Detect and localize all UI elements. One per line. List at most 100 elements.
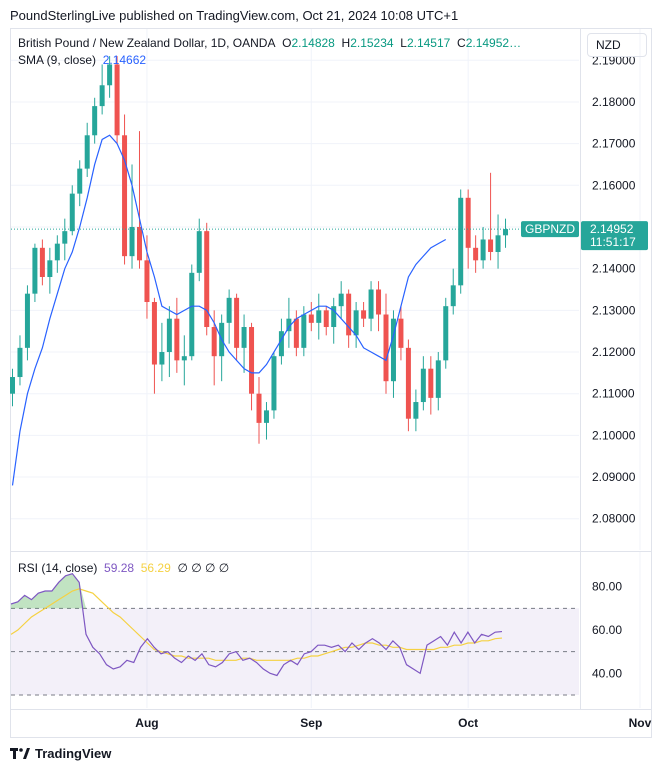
candle — [196, 218, 202, 282]
candle-body — [107, 64, 113, 86]
candle-body — [234, 297, 240, 348]
candle — [211, 310, 217, 386]
candle — [293, 310, 299, 357]
rsi-label: RSI (14, close) — [18, 561, 98, 575]
candle — [495, 214, 501, 269]
price-scale-divider — [580, 28, 581, 710]
candle-body — [293, 318, 299, 348]
candle-body — [144, 260, 150, 303]
candle-body — [405, 347, 411, 419]
candle-body — [249, 327, 255, 394]
candle — [308, 302, 314, 332]
tradingview-logo-icon — [10, 748, 30, 759]
rsi-line — [10, 572, 503, 677]
candle — [405, 339, 411, 432]
candle-body — [77, 168, 83, 194]
candle — [473, 235, 479, 273]
candle — [286, 297, 292, 348]
candle-body — [488, 239, 494, 252]
candle-body — [211, 327, 217, 357]
candle — [390, 310, 396, 398]
candle — [62, 218, 68, 261]
candle — [346, 289, 352, 348]
price-tick-label: 2.11000 — [592, 387, 635, 401]
candle-body — [473, 247, 479, 261]
candles — [10, 56, 509, 444]
candle-body — [151, 302, 157, 365]
candle — [323, 306, 329, 336]
brand-name: TradingView — [35, 746, 112, 761]
candle-body — [398, 318, 404, 348]
open-value: 2.14828 — [291, 36, 335, 50]
rsi-value: 59.28 — [104, 561, 135, 575]
candle-body — [17, 347, 23, 378]
candle — [17, 335, 23, 386]
candle — [420, 356, 426, 411]
price-tick-label: 2.09000 — [592, 470, 636, 484]
candle — [241, 314, 247, 373]
candle-body — [263, 410, 269, 423]
candle — [151, 297, 157, 394]
pane-divider[interactable] — [10, 551, 652, 552]
candle — [271, 352, 277, 419]
candle-body — [301, 314, 307, 348]
candle — [413, 389, 419, 432]
candle — [383, 293, 389, 394]
candle-body — [323, 310, 329, 328]
time-scale-divider — [10, 709, 652, 710]
candle-body — [24, 293, 30, 348]
sma-legend[interactable]: SMA (9, close) 2.14662 — [18, 53, 146, 67]
candle — [144, 235, 150, 319]
footer-brand[interactable]: TradingView — [10, 746, 111, 761]
price-tick-label: 2.16000 — [592, 178, 636, 192]
candle-body — [346, 293, 352, 336]
candle-body — [278, 331, 284, 357]
candle-body — [129, 226, 135, 257]
time-axis-labels: Aug Sep Oct Nov — [135, 716, 651, 730]
badge-symbol-bg — [521, 221, 579, 238]
candle-body — [69, 193, 75, 232]
candle — [480, 226, 486, 269]
candle-body — [10, 377, 15, 394]
price-tick-label: 2.10000 — [592, 428, 636, 442]
candle — [450, 268, 456, 315]
candle-body — [428, 368, 434, 398]
candle-body — [196, 231, 202, 273]
symbol-legend[interactable]: British Pound / New Zealand Dollar, 1D, … — [18, 36, 522, 50]
candle-body — [338, 293, 344, 307]
candle — [189, 264, 195, 361]
symbol-title: British Pound / New Zealand Dollar, 1D, … — [18, 36, 276, 50]
candle — [129, 164, 135, 269]
candle — [32, 243, 38, 303]
candle — [136, 131, 142, 269]
time-tick-label: Aug — [135, 716, 158, 730]
candle-body — [62, 231, 68, 244]
price-tick-label: 2.13000 — [592, 303, 636, 317]
candle — [443, 297, 449, 369]
currency-button[interactable]: NZD — [587, 33, 647, 57]
badge-price-bg — [581, 221, 648, 251]
rsi-legend[interactable]: RSI (14, close) 59.28 56.29 ∅ ∅ ∅ ∅ — [18, 561, 229, 575]
candle — [24, 285, 30, 361]
candle-body — [286, 318, 292, 332]
candle-body — [166, 318, 172, 353]
price-badge: GBPNZD 2.14952 11:51:17 — [521, 221, 648, 251]
rsi-tick-label: 60.00 — [592, 623, 622, 637]
candle-body — [435, 360, 441, 398]
candle-body — [174, 318, 180, 361]
candle — [92, 97, 98, 144]
candle — [488, 172, 494, 261]
candle-body — [39, 247, 45, 277]
candle-body — [54, 243, 60, 261]
candle-body — [47, 260, 53, 277]
price-tick-label: 2.14000 — [592, 262, 636, 276]
candle-body — [465, 197, 471, 248]
candle-body — [189, 272, 195, 357]
candle — [54, 235, 60, 273]
main-grid — [11, 29, 641, 708]
candle — [84, 122, 90, 177]
price-tick-label: 2.17000 — [592, 137, 636, 151]
candle — [278, 318, 284, 365]
price-tick-label: 2.12000 — [592, 345, 636, 359]
